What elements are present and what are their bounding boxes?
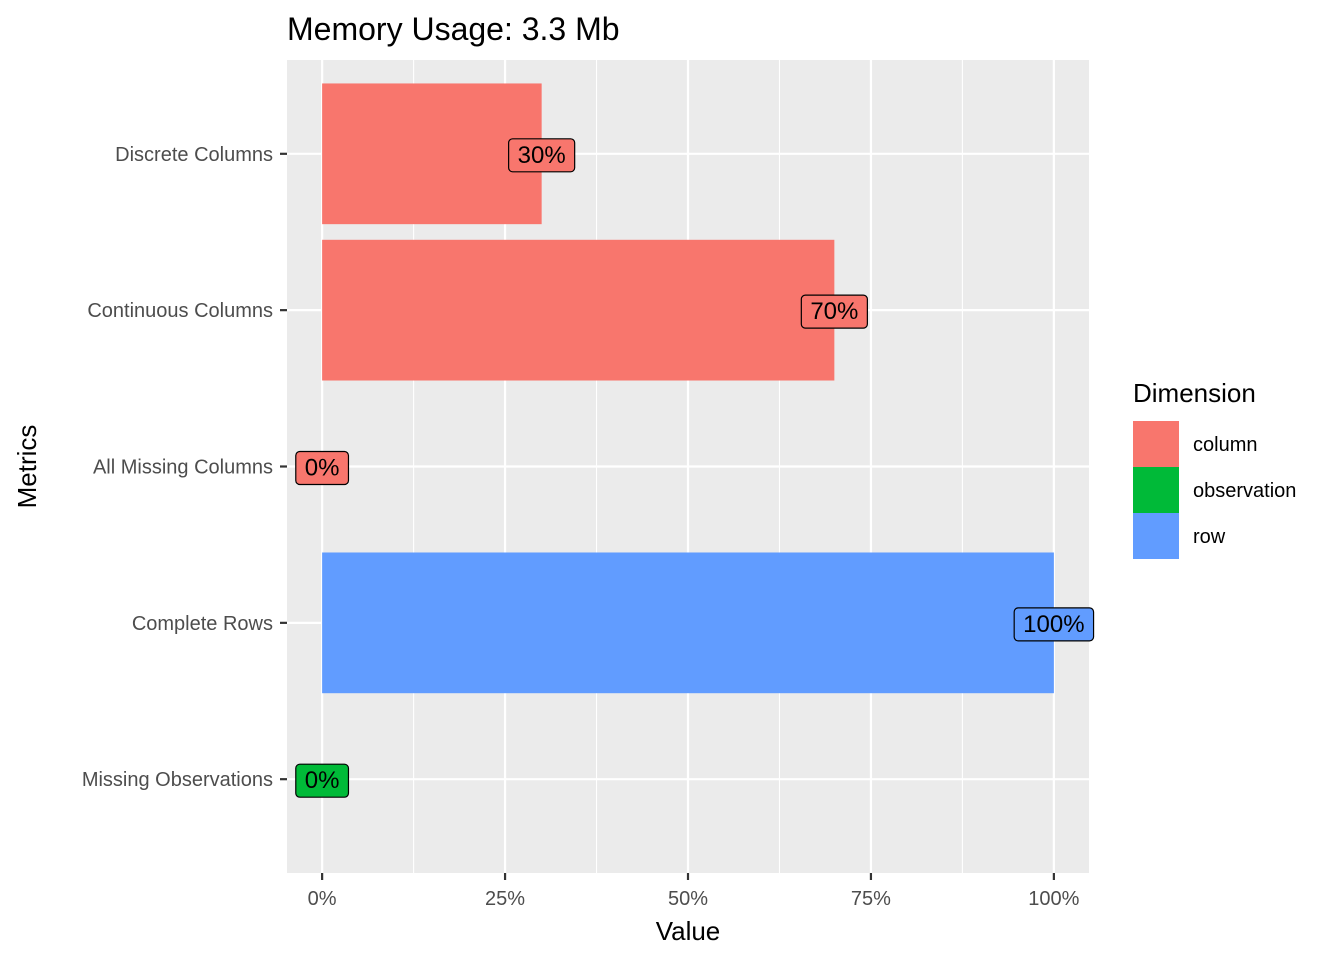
data-label: 0% — [305, 455, 340, 482]
y-tick-label: Discrete Columns — [115, 144, 273, 166]
bar — [322, 83, 542, 225]
bar — [322, 239, 835, 381]
legend-key — [1133, 421, 1179, 467]
y-axis-title: Metrics — [12, 425, 42, 509]
data-label-box — [295, 450, 350, 486]
x-tick-label: 25% — [485, 888, 525, 910]
x-axis-title: Value — [656, 916, 721, 946]
legend-key — [1133, 467, 1179, 513]
data-label-box — [800, 294, 868, 329]
legend-label: column — [1193, 434, 1257, 456]
legend-label: observation — [1193, 480, 1296, 502]
data-label-box — [295, 763, 350, 798]
x-tick-label: 0% — [308, 888, 337, 910]
bar — [322, 552, 1054, 694]
x-tick-label: 100% — [1028, 888, 1079, 910]
data-label: 100% — [1023, 611, 1084, 638]
y-tick-label: All Missing Columns — [93, 457, 273, 479]
y-tick-label: Missing Observations — [82, 769, 273, 791]
legend-label: row — [1193, 526, 1226, 548]
y-tick-label: Complete Rows — [132, 613, 273, 635]
legend-key — [1133, 513, 1179, 559]
y-tick-label: Continuous Columns — [87, 300, 273, 322]
x-tick-label: 75% — [851, 888, 891, 910]
x-tick-label: 50% — [668, 888, 708, 910]
legend-title: Dimension — [1133, 378, 1256, 408]
data-label: 70% — [810, 298, 858, 325]
data-label-box — [508, 138, 576, 173]
chart-title: Memory Usage: 3.3 Mb — [287, 11, 620, 47]
data-label: 30% — [518, 142, 566, 169]
data-label: 0% — [305, 767, 340, 794]
data-label-box — [1013, 607, 1095, 642]
